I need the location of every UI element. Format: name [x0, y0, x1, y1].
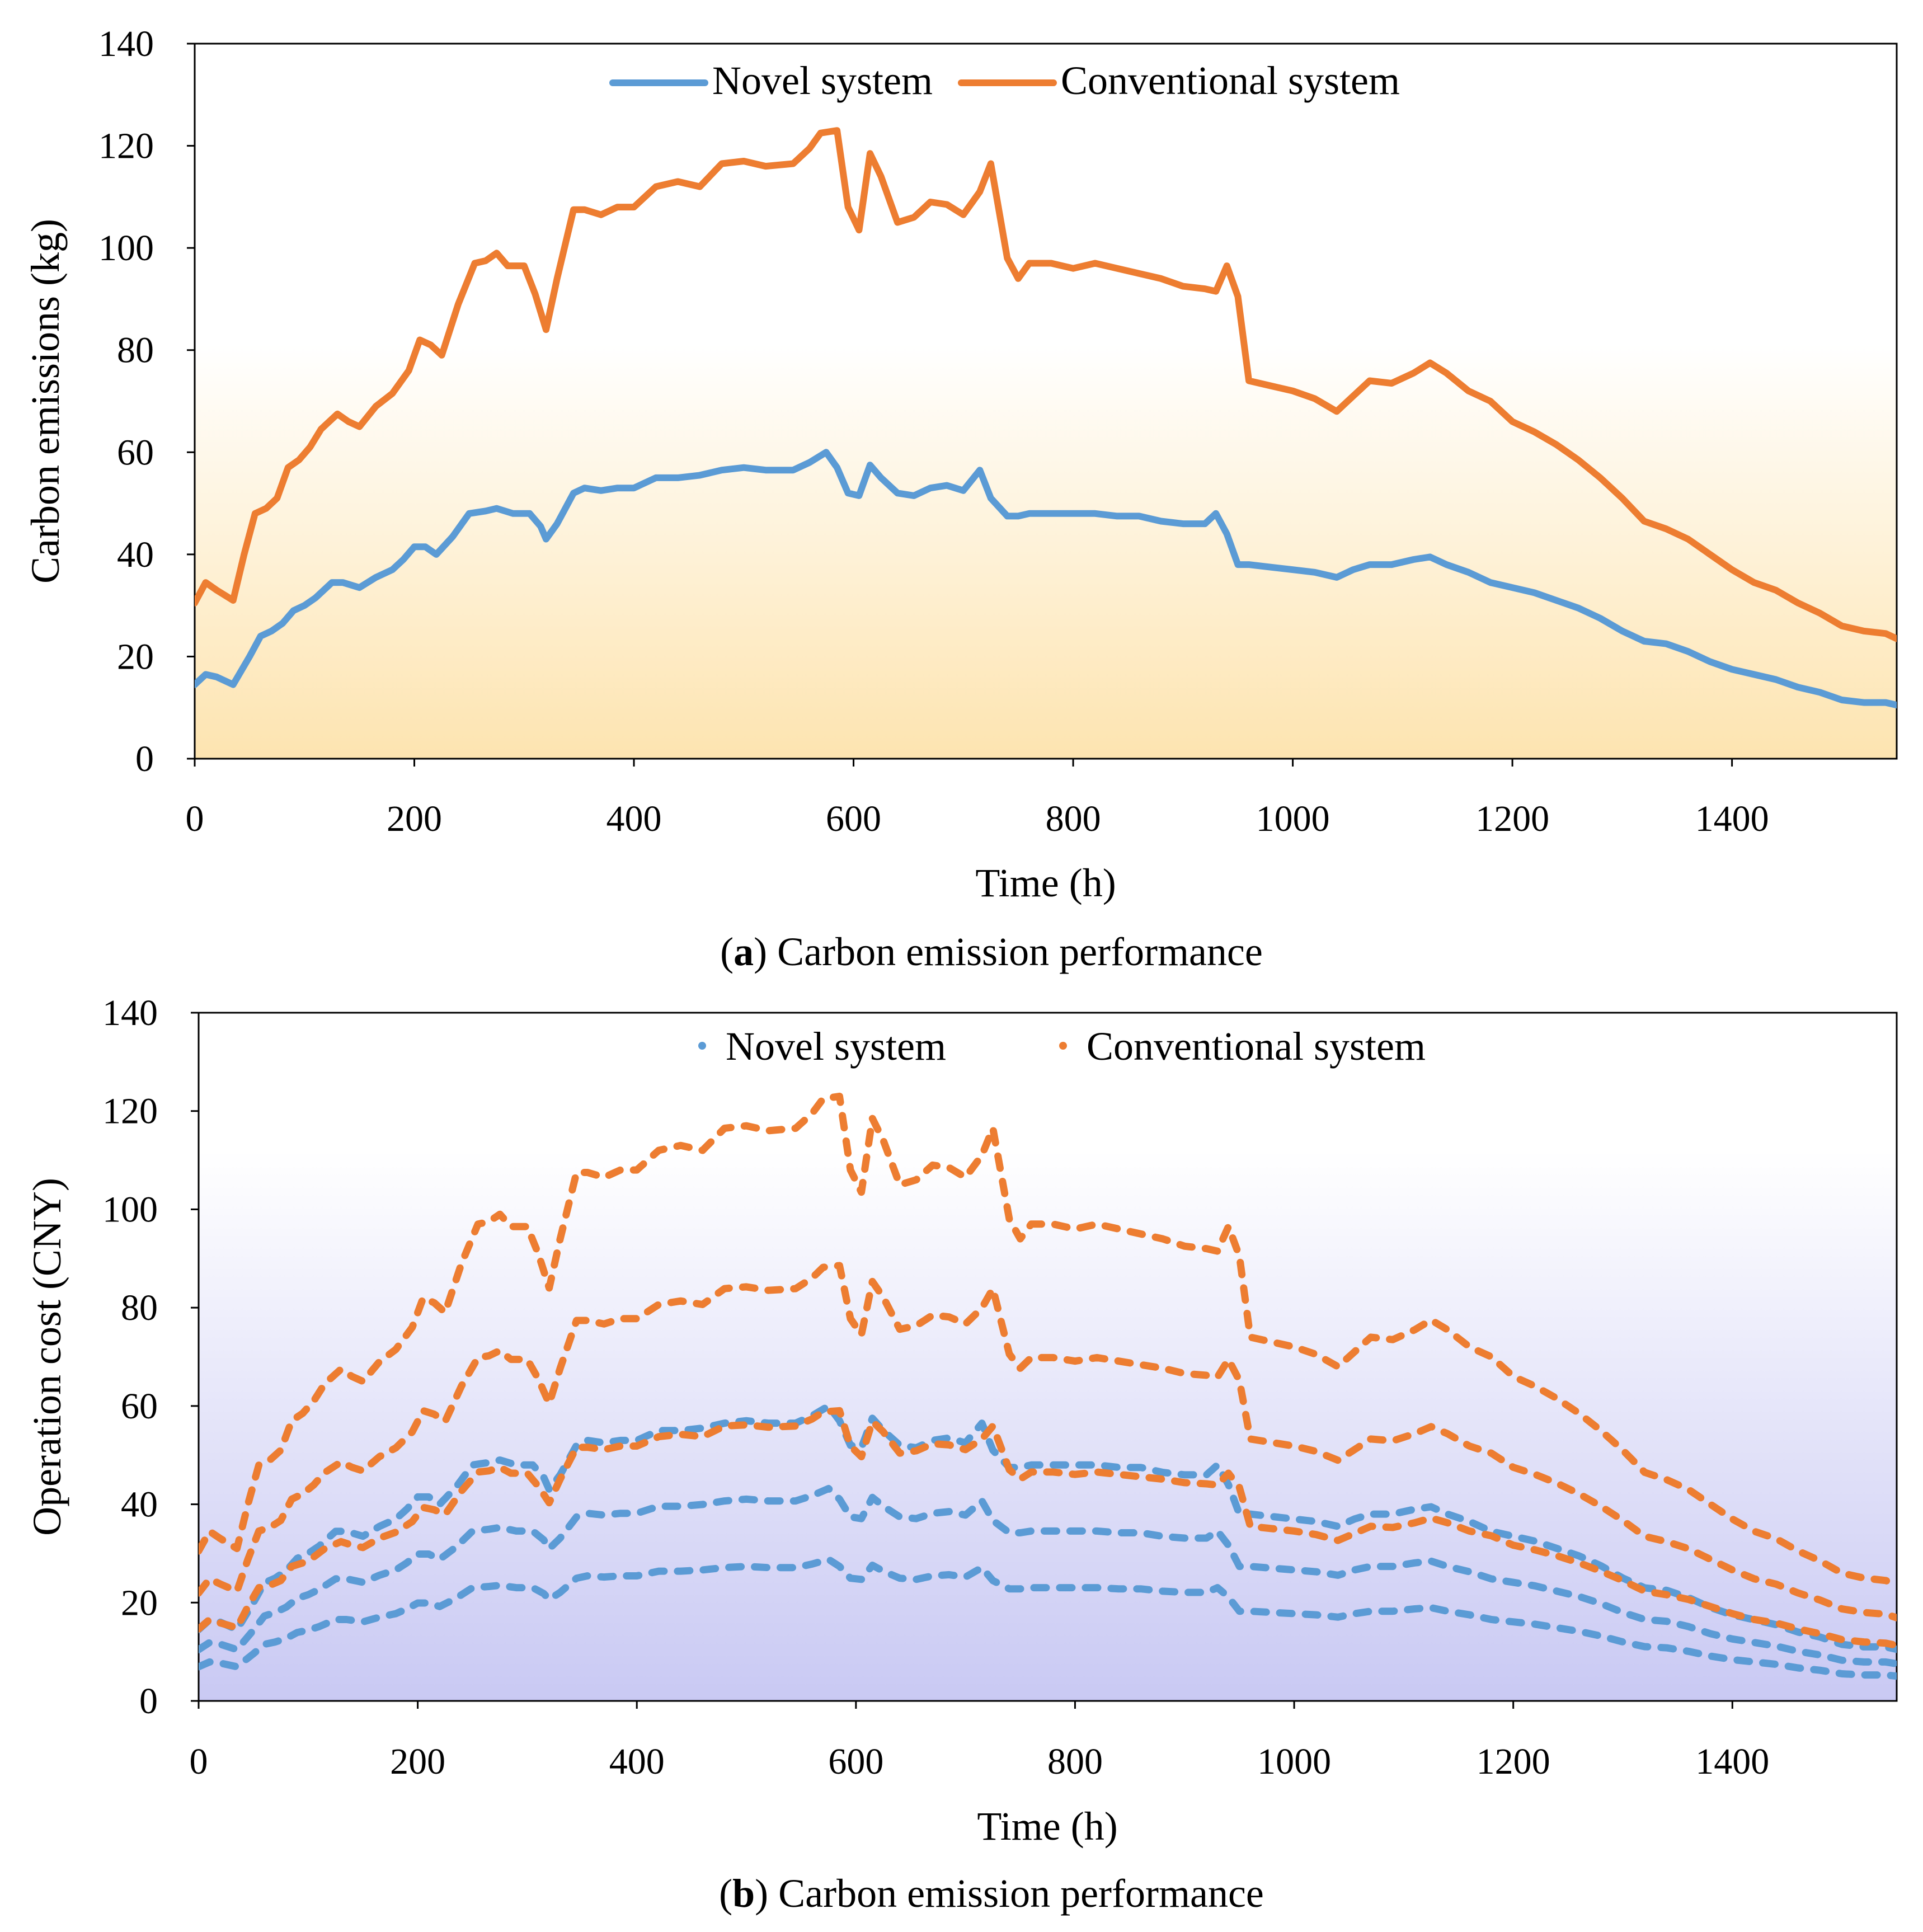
legend-label: Conventional system	[1087, 1024, 1426, 1069]
caption-b: (b) Carbon emission performance	[719, 1871, 1264, 1916]
legend-swatch	[1059, 1042, 1067, 1050]
y-tick-label: 20	[121, 1582, 158, 1623]
y-tick-label: 60	[117, 432, 154, 473]
series-dotted-conventional-system-3	[199, 1407, 1897, 1649]
y-tick-label: 120	[98, 126, 154, 167]
caption-b-text: ) Carbon emission performance	[755, 1871, 1264, 1916]
caption-a-open: (	[720, 929, 734, 974]
legend-label: Conventional system	[1061, 58, 1400, 103]
x-tick-label: 800	[1046, 798, 1101, 839]
y-tick-label: 40	[117, 534, 154, 575]
x-axis-label-a: Time (h)	[975, 861, 1116, 905]
x-tick-label: 0	[190, 1741, 208, 1782]
x-tick-label: 400	[609, 1741, 665, 1782]
series-line-novel-system	[195, 449, 1897, 709]
caption-b-letter: b	[732, 1871, 755, 1916]
x-tick-label: 1200	[1477, 1741, 1550, 1782]
x-tick-label: 200	[390, 1741, 445, 1782]
x-axis-label-b: Time (h)	[977, 1804, 1117, 1849]
y-tick-label: 0	[139, 1681, 158, 1722]
legend-swatch	[698, 1042, 706, 1050]
x-tick-label: 200	[387, 798, 442, 839]
caption-a-text: ) Carbon emission performance	[754, 929, 1263, 974]
x-tick-label: 1400	[1695, 1741, 1769, 1782]
x-tick-label: 600	[828, 1741, 883, 1782]
series-dotted-conventional-system-2	[199, 1262, 1897, 1621]
x-tick-label: 1400	[1695, 798, 1769, 839]
series-line-conventional-system	[195, 127, 1897, 642]
x-tick-label: 1200	[1475, 798, 1549, 839]
series-dotted-novel-system-2	[199, 1485, 1897, 1668]
x-tick-label: 1000	[1257, 1741, 1331, 1782]
y-tick-label: 40	[121, 1484, 158, 1525]
y-axis-label-b: Operation cost (CNY)	[25, 1178, 69, 1536]
x-tick-label: 800	[1047, 1741, 1103, 1782]
y-tick-label: 0	[135, 739, 154, 779]
panel-a-chart: 0 200 400 600 800 1000 1200 1400 0 20 40 60 80 100 120…	[23, 23, 1898, 974]
y-tick-label: 140	[98, 23, 154, 64]
legend-label: Novel system	[726, 1024, 946, 1069]
y-tick-label: 140	[102, 993, 158, 1033]
x-tick-label: 1000	[1256, 798, 1330, 839]
legend-label: Novel system	[712, 58, 933, 103]
x-tick-label: 400	[606, 798, 662, 839]
series-dotted-conventional-system-1	[199, 1092, 1897, 1589]
y-tick-label: 60	[121, 1386, 158, 1427]
panel-b-chart: 0 200 400 600 800 1000 1200 1400 0 20 40 60 80 100 120…	[25, 993, 1898, 1916]
y-tick-label: 20	[117, 636, 154, 677]
y-axis-label-a: Carbon emissions (kg)	[23, 219, 68, 584]
series-dotted-novel-system-3	[199, 1555, 1897, 1680]
x-tick-label: 0	[186, 798, 204, 839]
caption-a: (a) Carbon emission performance	[720, 929, 1263, 974]
y-tick-label: 120	[102, 1091, 158, 1132]
y-tick-label: 80	[121, 1287, 158, 1328]
plot-area-a	[194, 43, 1898, 760]
caption-a-letter: a	[734, 929, 754, 974]
caption-b-open: (	[719, 1871, 732, 1916]
y-tick-label: 80	[117, 330, 154, 371]
y-tick-label: 100	[102, 1189, 158, 1230]
series-dotted-novel-system-1	[199, 1402, 1897, 1653]
x-tick-label: 600	[826, 798, 881, 839]
y-tick-label: 100	[98, 228, 154, 269]
